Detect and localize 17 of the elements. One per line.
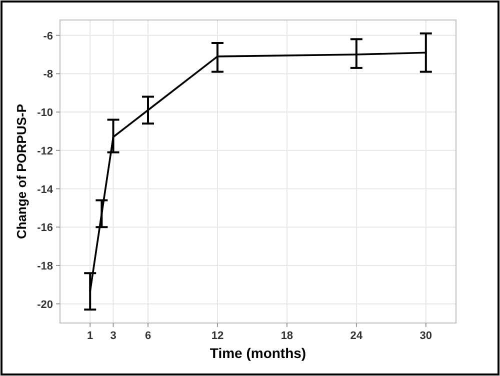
x-tick-label: 3 xyxy=(110,330,116,342)
y-tick-label: -20 xyxy=(37,298,53,311)
y-tick-label: -6 xyxy=(43,30,53,42)
x-tick-label: 24 xyxy=(350,330,364,342)
y-axis-title: Change of PORPUS-P xyxy=(14,104,29,240)
x-tick-label: 1 xyxy=(87,330,94,342)
y-tick-label: -10 xyxy=(37,107,53,120)
y-tick-label: -14 xyxy=(37,184,54,196)
y-tick-label: -16 xyxy=(37,222,53,234)
x-axis-title: Time (months) xyxy=(210,345,306,361)
x-tick-label: 18 xyxy=(280,330,294,342)
x-tick-label: 6 xyxy=(144,330,152,342)
y-tick-label: -8 xyxy=(43,68,53,81)
x-tick-label: 30 xyxy=(420,330,432,342)
y-tick-label: -18 xyxy=(37,260,53,272)
y-tick-label: -12 xyxy=(37,145,53,158)
x-tick-label: 12 xyxy=(211,330,224,342)
